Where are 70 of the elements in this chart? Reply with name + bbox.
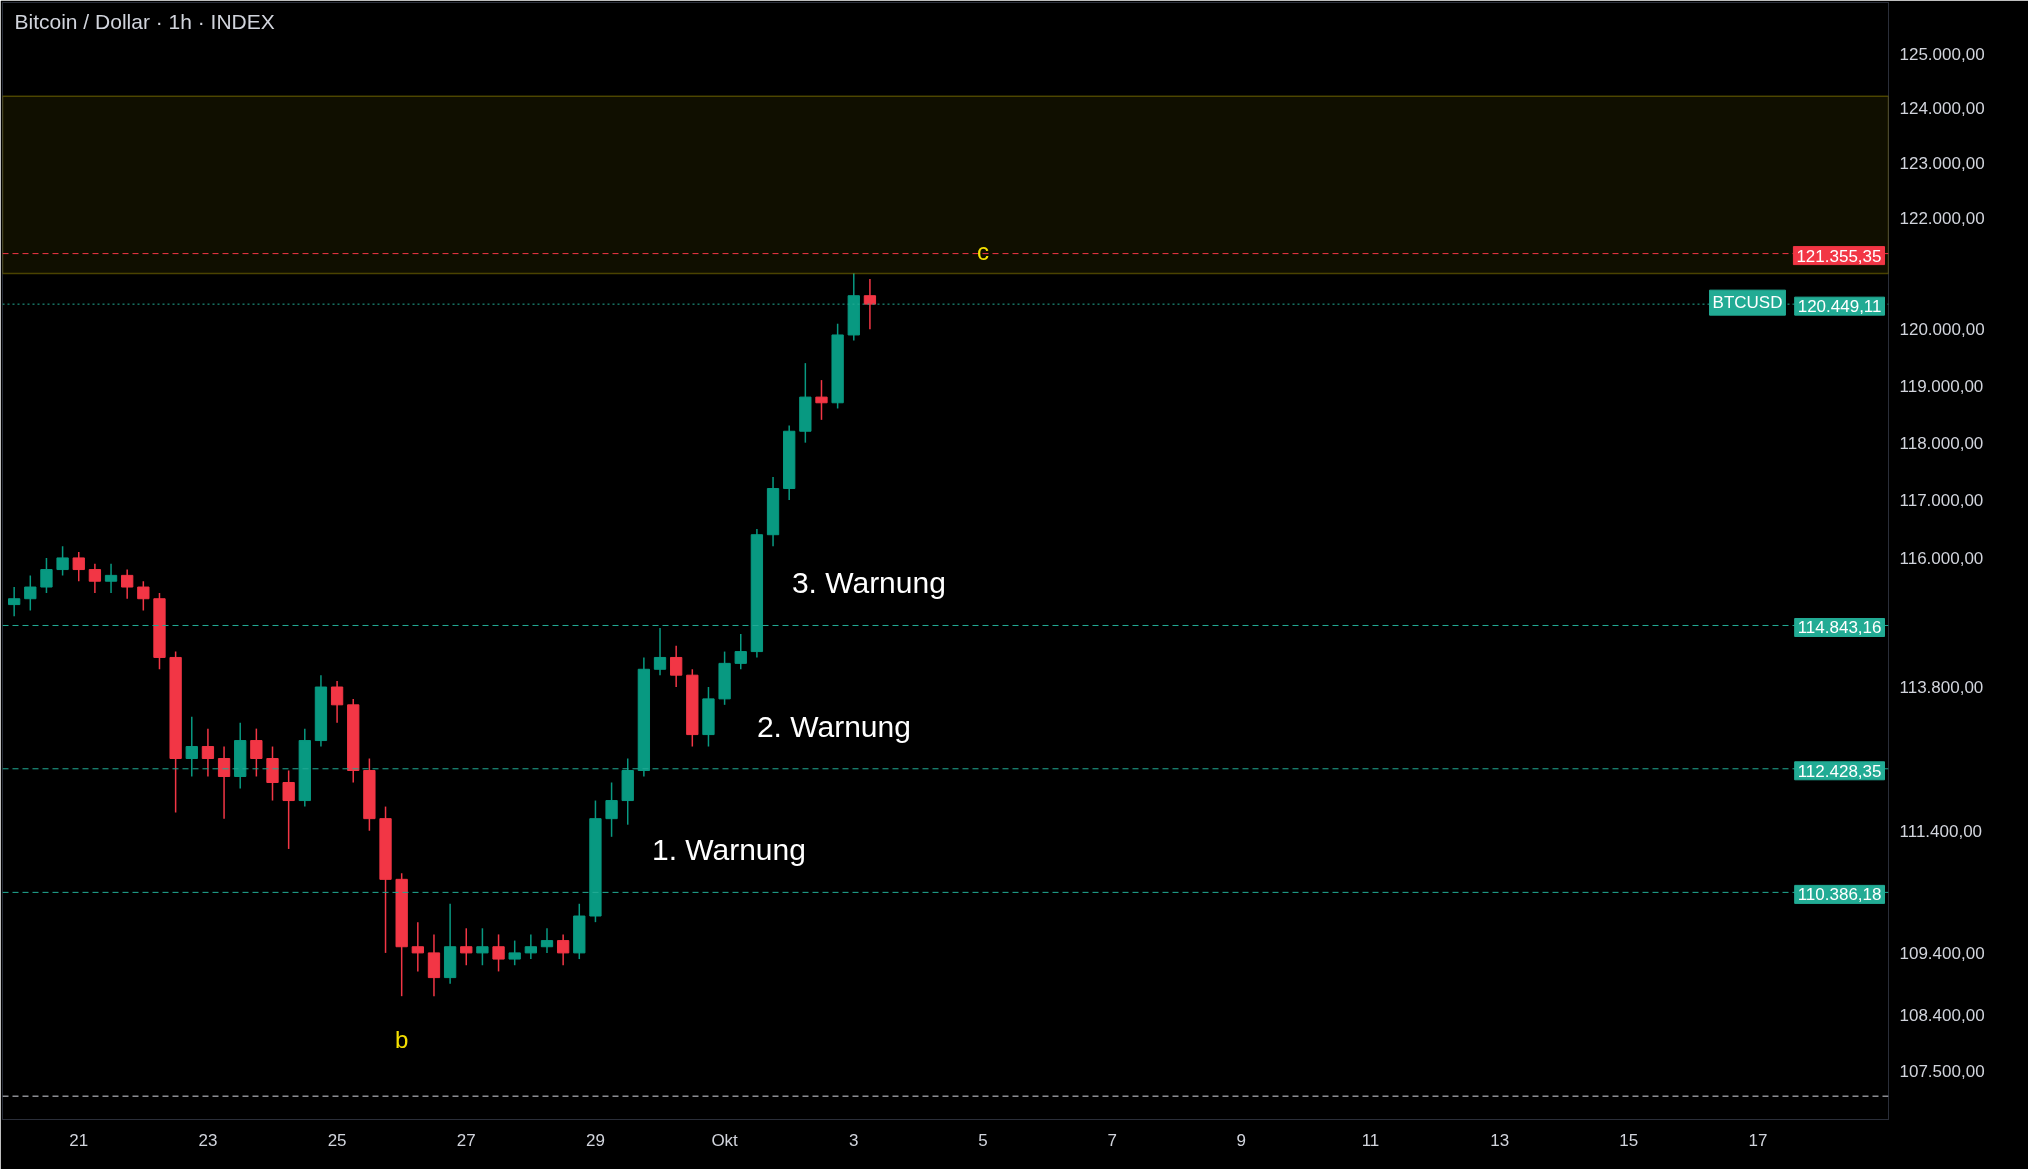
y-tick-label: 124.000,00 [1899, 99, 1985, 119]
candlestick [24, 574, 37, 612]
candlestick [476, 927, 489, 966]
y-tick-label: 120.000,00 [1899, 320, 1985, 340]
candlestick [411, 921, 424, 973]
x-tick-label: 25 [327, 1130, 347, 1150]
candlestick [217, 745, 231, 820]
candlestick [460, 927, 473, 966]
annotation: 1. Warnung [651, 833, 806, 867]
x-tick-label: 7 [1107, 1130, 1117, 1150]
chart-title: Bitcoin / Dollar · 1h · INDEX [14, 9, 275, 33]
ref-line-label: 112.428,35 [1797, 761, 1882, 781]
y-tick-label: 109.400,00 [1899, 943, 1985, 963]
candlestick [8, 586, 21, 618]
annotation: BTCUSD [1712, 293, 1783, 313]
candlestick [266, 745, 279, 802]
candlestick [121, 568, 134, 600]
candlestick [282, 769, 295, 850]
candlestick [734, 633, 747, 671]
x-tick-label: Okt [711, 1130, 739, 1150]
x-tick-label: 11 [1361, 1130, 1380, 1150]
x-tick-label: 29 [585, 1130, 605, 1150]
y-tick-label: 113.800,00 [1899, 678, 1984, 698]
candlestick [72, 551, 85, 582]
x-tick-label: 15 [1619, 1130, 1639, 1150]
candlestick [250, 727, 263, 778]
annotation: b [395, 1026, 409, 1054]
annotation: c [976, 238, 989, 266]
candlestick [524, 933, 537, 960]
y-tick-label: 111.400,00 [1899, 821, 1983, 841]
x-tick-label: 3 [849, 1130, 859, 1150]
candlestick [540, 927, 554, 954]
y-tick-label: 117.000,00 [1899, 491, 1984, 511]
candlestick [185, 715, 198, 778]
y-tick-label: 107.500,00 [1899, 1062, 1985, 1082]
ref-line-label: 121.355,35 [1796, 246, 1882, 266]
candlestick [605, 781, 618, 838]
x-tick-label: 27 [456, 1130, 476, 1150]
x-tick-label: 5 [978, 1130, 988, 1150]
candlestick [137, 580, 150, 612]
candlestick [56, 545, 69, 577]
candlestick [653, 627, 667, 676]
y-tick-label: 119.000,00 [1899, 376, 1984, 396]
candlestick [330, 680, 344, 724]
annotation: 2. Warnung [756, 709, 911, 743]
candlestick [815, 379, 828, 421]
y-tick-label: 122.000,00 [1899, 208, 1985, 228]
y-tick-label: 125.000,00 [1899, 45, 1985, 65]
y-tick-label: 118.000,00 [1899, 433, 1984, 453]
y-tick-label: 116.000,00 [1899, 548, 1984, 568]
candlestick [104, 562, 118, 594]
candlestick [508, 939, 521, 966]
ref-line-label: 120.449,11 [1797, 297, 1882, 317]
x-tick-label: 23 [198, 1130, 218, 1150]
annotation: 3. Warnung [791, 566, 946, 600]
x-tick-label: 9 [1236, 1130, 1247, 1150]
x-tick-label: 21 [69, 1130, 89, 1150]
x-tick-label: 13 [1490, 1130, 1510, 1150]
candlestick [201, 727, 215, 778]
y-tick-label: 108.400,00 [1899, 1005, 1985, 1025]
candlestick [556, 933, 570, 966]
candlestick [88, 562, 102, 594]
candlestick [670, 644, 683, 688]
x-tick-label: 17 [1748, 1130, 1768, 1150]
y-tick-label: 123.000,00 [1899, 153, 1985, 173]
candlestick [492, 933, 505, 973]
ref-line-label: 110.386,18 [1797, 885, 1882, 905]
candlestick [863, 278, 877, 331]
ref-line-label: 114.843,16 [1797, 618, 1882, 638]
candlestick [40, 557, 53, 594]
